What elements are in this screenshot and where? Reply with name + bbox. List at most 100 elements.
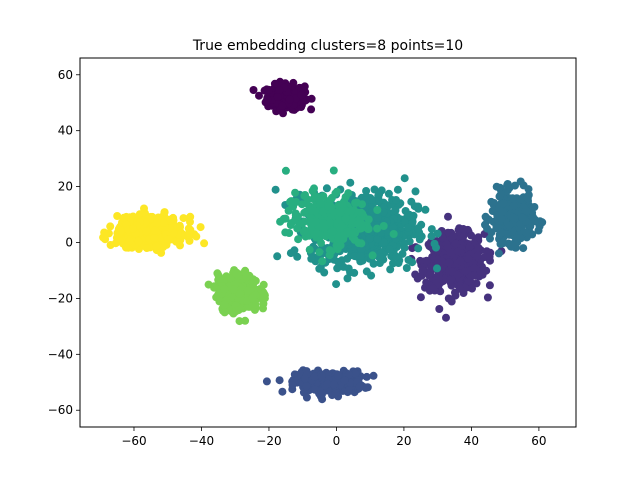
scatter-point — [337, 222, 346, 230]
scatter-point — [300, 82, 309, 91]
scatter-point — [281, 166, 290, 175]
scatter-point — [516, 177, 525, 186]
scatter-point — [278, 387, 287, 396]
scatter-point — [473, 251, 482, 260]
scatter-point — [369, 371, 378, 380]
scatter-point — [152, 242, 161, 251]
scatter-point — [153, 219, 161, 228]
scatter-point — [259, 280, 268, 289]
scatter-point — [291, 188, 300, 197]
scatter-point — [389, 230, 398, 238]
y-tick-label: 40 — [58, 124, 73, 138]
scatter-point — [474, 243, 483, 252]
scatter-point — [348, 229, 357, 238]
chart-title: True embedding clusters=8 points=10 — [192, 38, 463, 54]
scatter-point — [293, 252, 302, 261]
scatter-point — [362, 187, 371, 195]
scatter-point — [311, 207, 319, 215]
scatter-point — [356, 252, 365, 260]
scatter-point — [106, 222, 115, 231]
scatter-point — [307, 94, 316, 103]
scatter-point — [307, 105, 316, 114]
scatter-point — [334, 257, 343, 266]
y-tick-label: −60 — [48, 403, 73, 417]
scatter-point — [354, 239, 363, 247]
scatter-point — [341, 214, 350, 223]
scatter-point — [332, 280, 341, 289]
scatter-point — [328, 227, 337, 236]
x-tick-label: −40 — [189, 434, 214, 448]
scatter-point — [294, 235, 303, 244]
scatter-point — [443, 243, 452, 252]
scatter-point — [425, 271, 434, 280]
scatter-point — [151, 226, 160, 235]
scatter-point — [322, 184, 331, 193]
scatter-point — [485, 252, 494, 261]
scatter-point — [281, 228, 290, 237]
scatter-point — [234, 306, 243, 315]
scatter-point — [365, 234, 374, 243]
scatter-point — [430, 239, 439, 248]
scatter-point — [232, 269, 241, 278]
scatter-point — [344, 386, 353, 395]
scatter-point — [308, 186, 317, 195]
scatter-point — [301, 374, 309, 383]
scatter-point — [316, 199, 325, 208]
scatter-point — [486, 234, 494, 243]
scatter-point — [422, 278, 431, 287]
scatter-point — [410, 202, 419, 211]
scatter-point — [299, 227, 308, 236]
scatter-point — [259, 290, 268, 299]
scatter-point — [496, 228, 505, 237]
scatter-point — [101, 235, 110, 244]
scatter-point — [276, 217, 285, 226]
scatter-point — [449, 232, 458, 241]
scatter-point — [474, 233, 483, 242]
scatter-point — [484, 215, 493, 224]
points-layer — [99, 77, 547, 404]
scatter-point — [402, 264, 411, 272]
scatter-point — [270, 79, 279, 88]
scatter-point — [414, 244, 423, 253]
scatter-point — [243, 286, 252, 295]
scatter-point — [447, 297, 456, 306]
scatter-point — [483, 224, 492, 233]
scatter-point — [384, 189, 393, 198]
scatter-point — [347, 206, 356, 215]
scatter-point — [192, 232, 201, 241]
scatter-point — [220, 285, 229, 293]
scatter-point — [338, 199, 347, 208]
scatter-point — [287, 197, 296, 206]
scatter-point — [323, 379, 332, 388]
scatter-point — [310, 372, 319, 381]
scatter-point — [505, 221, 514, 230]
scatter-point — [343, 274, 352, 283]
scatter-point — [376, 252, 385, 261]
scatter-point — [230, 285, 238, 294]
scatter-point — [433, 229, 442, 238]
scatter-point — [468, 284, 476, 293]
scatter-point — [521, 206, 530, 215]
scatter-point — [476, 267, 485, 276]
scatter-point — [495, 192, 504, 201]
scatter-point — [344, 189, 353, 198]
scatter-point — [307, 254, 316, 263]
scatter-point — [464, 254, 473, 263]
scatter-point — [453, 270, 462, 279]
scatter-point — [375, 190, 384, 199]
y-tick-label: −40 — [48, 347, 73, 361]
scatter-point — [160, 208, 169, 217]
x-tick-label: −20 — [256, 434, 281, 448]
scatter-point — [451, 239, 460, 248]
scatter-point — [470, 264, 479, 272]
scatter-point — [129, 224, 137, 233]
scatter-point — [435, 305, 444, 313]
scatter-point — [422, 256, 431, 265]
scatter-point — [455, 284, 464, 293]
cluster-3 — [481, 177, 547, 258]
scatter-point — [142, 227, 151, 236]
scatter-point — [331, 189, 340, 198]
scatter-point — [317, 372, 326, 381]
scatter-point — [302, 199, 311, 208]
scatter-point — [300, 208, 309, 217]
